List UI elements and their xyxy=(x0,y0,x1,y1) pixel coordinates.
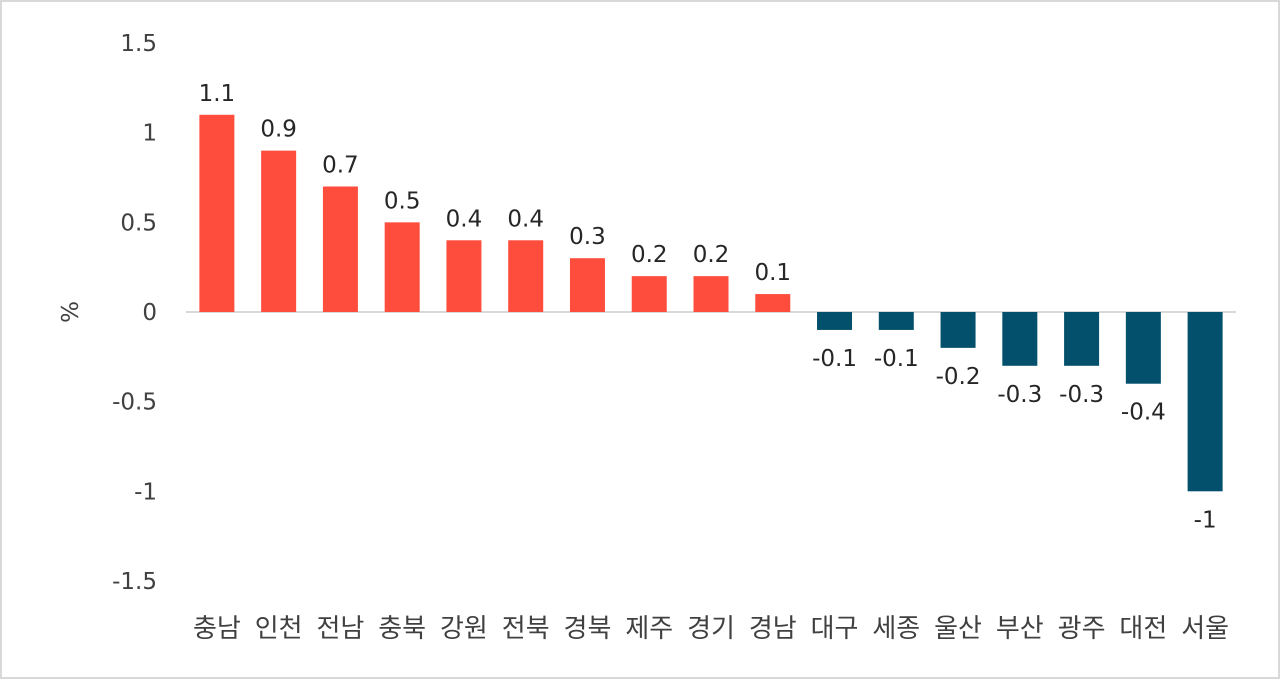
y-tick-label: -0.5 xyxy=(112,390,157,416)
bar xyxy=(1064,312,1100,366)
y-tick-label: 1 xyxy=(142,121,157,147)
x-category-label: 경북 xyxy=(564,614,612,644)
y-tick-label: -1.5 xyxy=(112,569,157,595)
data-label: 0.2 xyxy=(693,242,730,268)
x-category-label: 세종 xyxy=(872,614,920,644)
data-label: 0.5 xyxy=(384,188,421,214)
bar xyxy=(693,276,729,312)
x-category-label: 전남 xyxy=(316,614,364,644)
bar xyxy=(569,258,605,312)
data-label: 0.4 xyxy=(446,206,483,232)
bar xyxy=(384,222,420,312)
x-category-label: 대전 xyxy=(1119,614,1167,644)
data-label: 0.1 xyxy=(754,260,791,286)
x-category-label: 대구 xyxy=(811,614,859,644)
bar xyxy=(1002,312,1038,366)
x-category-label: 강원 xyxy=(440,614,488,644)
data-label: -0.2 xyxy=(936,364,981,390)
bar xyxy=(817,312,853,330)
data-label: -0.1 xyxy=(812,346,857,372)
bar xyxy=(261,150,297,312)
bar xyxy=(755,294,791,312)
bar xyxy=(1187,312,1223,492)
data-label: 0.4 xyxy=(507,206,544,232)
bar xyxy=(508,240,544,312)
bar xyxy=(446,240,482,312)
x-category-label: 전북 xyxy=(502,614,550,644)
data-label: -0.1 xyxy=(874,346,919,372)
x-category-label: 제주 xyxy=(625,614,673,644)
data-label: 0.9 xyxy=(260,117,297,143)
y-tick-label: 0.5 xyxy=(120,210,157,236)
y-tick-label: -1 xyxy=(134,479,157,505)
bar xyxy=(631,276,667,312)
data-label: -0.4 xyxy=(1121,400,1166,426)
bar xyxy=(940,312,976,348)
x-category-label: 서울 xyxy=(1181,614,1229,644)
x-category-label: 울산 xyxy=(934,614,982,644)
bar xyxy=(199,114,235,313)
x-category-label: 충남 xyxy=(193,614,241,644)
y-tick-label: 1.5 xyxy=(120,31,157,57)
data-label: -0.3 xyxy=(1059,382,1104,408)
x-category-label: 부산 xyxy=(996,614,1044,644)
y-axis-label: % xyxy=(58,301,84,323)
bar xyxy=(878,312,914,330)
data-label: -1 xyxy=(1194,507,1217,533)
x-category-label: 경기 xyxy=(687,614,735,644)
x-category-label: 경남 xyxy=(749,614,797,644)
y-tick-label: 0 xyxy=(142,300,157,326)
data-label: 0.2 xyxy=(631,242,668,268)
data-label: 0.7 xyxy=(322,152,359,178)
data-label: 1.1 xyxy=(199,81,236,107)
bar xyxy=(322,186,358,312)
data-label: -0.3 xyxy=(997,382,1042,408)
bar xyxy=(1125,312,1161,384)
x-category-label: 충북 xyxy=(378,614,426,644)
data-label: 0.3 xyxy=(569,224,606,250)
x-category-label: 광주 xyxy=(1058,614,1106,644)
x-category-label: 인천 xyxy=(255,614,303,644)
